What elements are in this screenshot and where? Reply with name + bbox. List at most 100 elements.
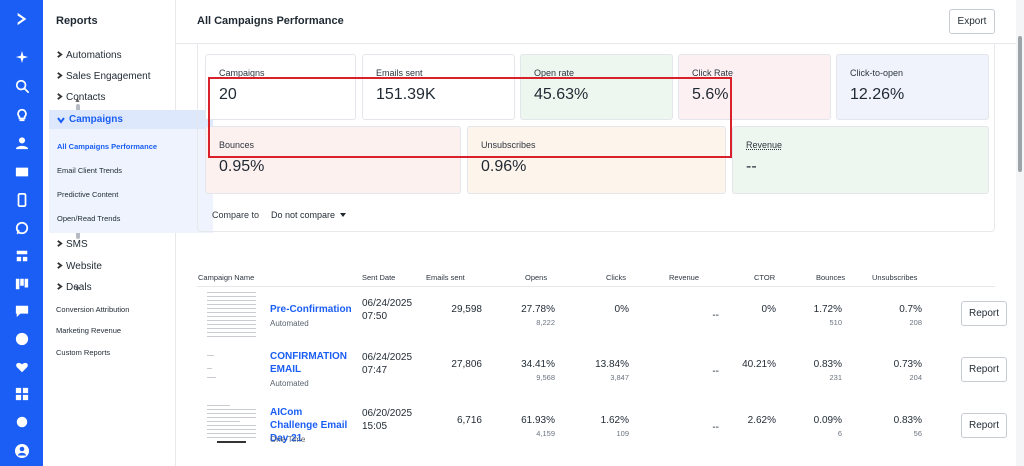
- scroll-up-icon[interactable]: ▲: [74, 97, 81, 104]
- sidebar-item-website[interactable]: Website: [56, 261, 102, 272]
- unsubscribes-value: 0.83% 56: [887, 414, 922, 440]
- column-header-emails-sent[interactable]: Emails sent: [426, 273, 465, 282]
- heart-icon[interactable]: [0, 356, 43, 378]
- stat-value: 20: [219, 86, 237, 103]
- stat-card-click-rate[interactable]: Click Rate 5.6%: [678, 54, 831, 120]
- sent-date: 06/20/2025 15:05: [362, 407, 412, 433]
- board-icon[interactable]: [0, 273, 43, 295]
- bounces-value: 0.09% 6: [803, 414, 842, 440]
- opens-pct: 61.93%: [521, 415, 555, 426]
- mobile-icon[interactable]: [0, 189, 43, 211]
- stat-card-open-rate[interactable]: Open rate 45.63%: [520, 54, 673, 120]
- sidebar-item-conversion-attribution[interactable]: Conversion Attribution: [56, 305, 130, 314]
- stat-value: 5.6%: [692, 86, 729, 103]
- page-header: All Campaigns Performance Export: [176, 0, 1016, 44]
- opens-count: 8,222: [536, 318, 555, 327]
- column-header-clicks[interactable]: Clicks: [606, 273, 626, 282]
- page-scrollbar-thumb[interactable]: [1018, 36, 1022, 172]
- stat-card-emails-sent[interactable]: Emails sent 151.39K: [362, 54, 515, 120]
- stat-card-unsubscribes[interactable]: Unsubscribes 0.96%: [467, 126, 726, 194]
- scroll-down-icon[interactable]: ▼: [74, 286, 81, 293]
- emails-sent-value: 6,716: [456, 415, 482, 426]
- compare-dropdown[interactable]: Do not compare: [271, 210, 347, 220]
- compare-control: Compare to Do not compare: [212, 210, 347, 220]
- bounces-count: 6: [837, 429, 842, 438]
- opens-pct: 27.78%: [521, 304, 555, 315]
- unsubscribes-count: 204: [909, 373, 922, 382]
- chevron-right-icon: [56, 240, 66, 249]
- lightbulb-icon[interactable]: [0, 104, 43, 126]
- logo-icon[interactable]: [0, 8, 43, 30]
- sidebar-item-sms[interactable]: SMS: [56, 239, 88, 250]
- sidebar-item-marketing-revenue[interactable]: Marketing Revenue: [56, 326, 122, 335]
- sidebar-title: Reports: [56, 15, 98, 27]
- sidebar-item-deals[interactable]: Deals: [56, 282, 92, 293]
- stat-card-campaigns[interactable]: Campaigns 20: [205, 54, 356, 120]
- sidebar-item-custom-reports[interactable]: Custom Reports: [56, 348, 111, 357]
- column-header-ctor[interactable]: CTOR: [754, 273, 776, 282]
- chevron-right-icon: [56, 283, 66, 292]
- campaign-name-link[interactable]: CONFIRMATION EMAIL: [270, 351, 348, 375]
- bounces-pct: 0.83%: [813, 359, 842, 370]
- submenu-open-read-trends[interactable]: Open/Read Trends: [57, 214, 121, 223]
- search-icon[interactable]: [0, 75, 43, 97]
- chat-icon[interactable]: [0, 300, 43, 322]
- stat-card-revenue[interactable]: Revenue --: [732, 126, 989, 194]
- email-thumbnail[interactable]: [203, 289, 260, 339]
- email-thumbnail[interactable]: [203, 402, 260, 466]
- report-button[interactable]: Report: [961, 413, 1007, 438]
- compare-label: Compare to: [212, 210, 260, 220]
- submenu-predictive-content[interactable]: Predictive Content: [57, 190, 119, 199]
- revenue-value: --: [712, 366, 719, 377]
- table-row: AICom Challenge Email Day 21 One-Time 06…: [197, 401, 1007, 466]
- sidebar-item-sales-engagement[interactable]: Sales Engagement: [56, 71, 151, 82]
- stat-label: Unsubscribes: [481, 140, 536, 150]
- column-header-unsubscribes[interactable]: Unsubscribes: [872, 273, 918, 282]
- clicks-count: 109: [616, 429, 629, 438]
- bounces-count: 231: [829, 373, 842, 382]
- column-header-revenue[interactable]: Revenue: [669, 273, 700, 282]
- submenu-all-campaigns-performance[interactable]: All Campaigns Performance: [57, 142, 158, 151]
- opens-pct: 34.41%: [521, 359, 555, 370]
- stat-label: Campaigns: [219, 68, 265, 78]
- apps-icon[interactable]: [0, 383, 43, 405]
- help-icon[interactable]: [0, 328, 43, 350]
- column-header-opens[interactable]: Opens: [525, 273, 548, 282]
- email-icon[interactable]: [0, 161, 43, 183]
- email-thumbnail[interactable]: [203, 347, 260, 397]
- page-scrollbar[interactable]: [1016, 0, 1024, 466]
- report-button[interactable]: Report: [961, 301, 1007, 326]
- report-button[interactable]: Report: [961, 357, 1007, 382]
- whatsapp-icon[interactable]: [0, 217, 43, 239]
- avatar-icon[interactable]: [0, 440, 43, 462]
- campaign-name-link[interactable]: AICom Challenge Email Day 21: [270, 407, 348, 444]
- column-header-sent-date[interactable]: Sent Date: [362, 273, 396, 282]
- sidebar-item-label: Campaigns: [69, 114, 123, 125]
- export-button[interactable]: Export: [949, 9, 995, 34]
- chevron-down-icon: [57, 116, 65, 124]
- sparkle-icon[interactable]: [0, 46, 43, 68]
- automation-icon[interactable]: [0, 245, 43, 267]
- stat-label: Emails sent: [376, 68, 423, 78]
- stat-card-click-to-open[interactable]: Click-to-open 12.26%: [836, 54, 989, 120]
- sent-date-time: 15:05: [362, 421, 388, 432]
- contact-icon[interactable]: [0, 132, 43, 154]
- sent-date-day: 06/20/2025: [362, 408, 413, 419]
- sidebar-item-label: Automations: [66, 50, 122, 61]
- sidebar-item-label: Contacts: [66, 92, 106, 103]
- campaign-type: One-Time: [270, 435, 306, 444]
- stat-label: Click Rate: [692, 68, 734, 78]
- icon-rail: [0, 0, 43, 466]
- ctor-value: 2.62%: [747, 415, 776, 426]
- campaign-name-link[interactable]: Pre-Confirmation: [270, 304, 352, 315]
- campaign-type: Automated: [270, 319, 309, 328]
- settings-icon[interactable]: [0, 411, 43, 433]
- sidebar-item-automations[interactable]: Automations: [56, 50, 122, 61]
- column-header-campaign-name[interactable]: Campaign Name: [198, 273, 255, 282]
- submenu-email-client-trends[interactable]: Email Client Trends: [57, 166, 123, 175]
- sidebar-item-label: Website: [66, 261, 102, 272]
- sidebar-item-campaigns[interactable]: Campaigns: [49, 110, 213, 129]
- sidebar-item-contacts[interactable]: Contacts: [56, 92, 105, 103]
- stat-card-bounces[interactable]: Bounces 0.95%: [205, 126, 461, 194]
- column-header-bounces[interactable]: Bounces: [816, 273, 846, 282]
